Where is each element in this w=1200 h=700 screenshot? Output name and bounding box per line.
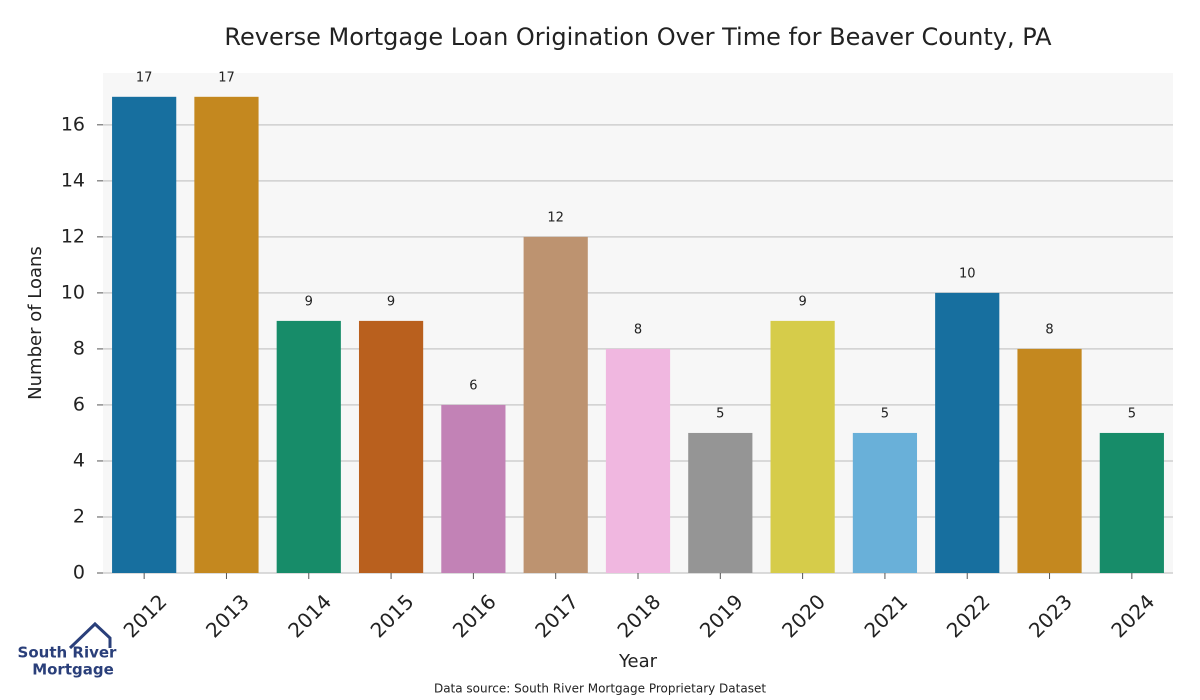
- y-axis-label: Number of Loans: [25, 246, 46, 400]
- data-label: 5: [881, 406, 889, 421]
- logo: South River Mortgage: [18, 621, 118, 679]
- bar: [770, 320, 835, 573]
- y-tick-label: 6: [73, 393, 85, 415]
- x-tick-label: 2017: [530, 589, 583, 642]
- x-tick-label: 2015: [366, 589, 419, 642]
- y-tick-label: 16: [61, 113, 85, 135]
- y-tick-label: 0: [73, 562, 85, 584]
- x-tick-label: 2024: [1106, 589, 1159, 642]
- logo-text: Mortgage: [32, 661, 114, 679]
- data-label: 17: [136, 70, 153, 85]
- chart-title: Reverse Mortgage Loan Origination Over T…: [224, 23, 1052, 51]
- bar: [935, 292, 1000, 573]
- data-label: 5: [1128, 406, 1136, 421]
- bar: [1099, 432, 1164, 573]
- x-tick-label: 2018: [612, 589, 665, 642]
- data-label: 17: [218, 70, 235, 85]
- bar: [194, 96, 259, 574]
- y-tick-label: 4: [73, 449, 85, 471]
- y-tick-label: 8: [73, 337, 85, 359]
- data-label: 9: [798, 294, 806, 309]
- data-label: 8: [1045, 322, 1053, 337]
- logo-house: [68, 621, 112, 650]
- x-tick-label: 2019: [695, 589, 748, 642]
- logo-text: South River: [18, 644, 118, 662]
- bar: [358, 320, 424, 573]
- bar: [605, 348, 671, 573]
- bar: [441, 404, 506, 573]
- bar: [1017, 348, 1082, 573]
- x-tick-label: 2014: [283, 589, 336, 642]
- data-label: 10: [959, 266, 976, 281]
- data-label: 5: [716, 406, 724, 421]
- x-tick-label: 2023: [1024, 589, 1077, 642]
- x-axis-label: Year: [618, 651, 658, 672]
- y-tick-label: 2: [73, 505, 85, 527]
- footnote: Data source: South River Mortgage Propri…: [434, 682, 766, 696]
- y-tick-label: 10: [61, 281, 85, 303]
- data-label: 9: [387, 294, 395, 309]
- data-label: 6: [469, 378, 477, 393]
- x-tick-label: 2013: [201, 589, 254, 642]
- data-label: 12: [547, 210, 564, 225]
- bar: [276, 320, 341, 573]
- x-tick-label: 2020: [777, 589, 830, 642]
- bar: [523, 236, 588, 573]
- data-label: 8: [634, 322, 642, 337]
- bar: [112, 96, 177, 574]
- y-tick-label: 14: [61, 169, 85, 191]
- y-tick-label: 12: [61, 225, 85, 247]
- bar: [688, 432, 753, 573]
- x-tick-label: 2022: [942, 589, 995, 642]
- bar: [852, 432, 918, 573]
- data-label: 9: [305, 294, 313, 309]
- x-tick-label: 2016: [448, 589, 501, 642]
- x-tick-label: 2021: [859, 589, 912, 642]
- x-tick-label: 2012: [119, 589, 172, 642]
